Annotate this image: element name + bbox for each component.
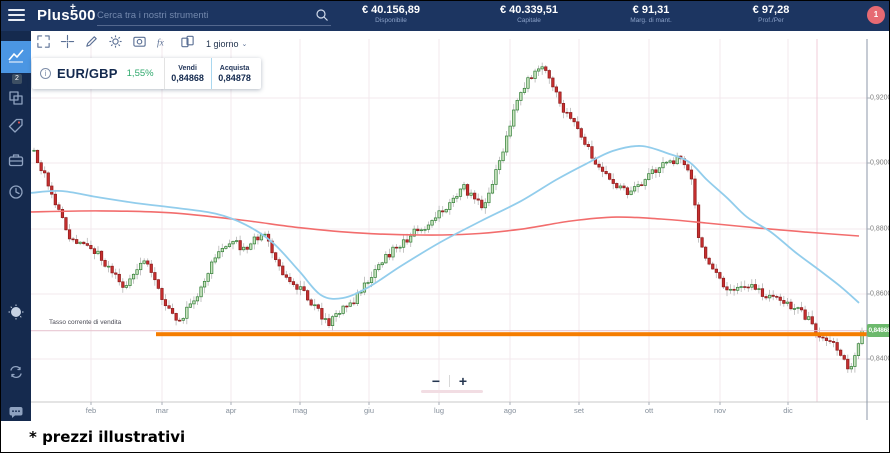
zoom-controls: − + xyxy=(429,374,470,388)
stat-value: € 91,31 xyxy=(632,4,670,16)
sidebar-item-refresh[interactable] xyxy=(1,361,31,387)
sidebar-count-badge: 2 xyxy=(12,74,22,84)
account-stat: € 97,28 Prof./Per xyxy=(753,4,790,25)
x-axis-label: apr xyxy=(225,406,237,415)
instrument-card: i EUR/GBP 1,55% Vendi 0,84868 Acquista 0… xyxy=(32,58,261,89)
plus500-logo: Plus500 + xyxy=(37,2,96,24)
briefcase-icon xyxy=(7,151,25,174)
zoom-out-button[interactable]: − xyxy=(431,373,441,389)
y-axis-label: 0,84000 xyxy=(870,355,889,363)
divider xyxy=(210,58,212,89)
chevron-down-icon: ⌄ xyxy=(241,41,248,48)
notification-badge[interactable]: 1 xyxy=(867,6,885,24)
x-axis-label: nov xyxy=(713,406,727,415)
dial-icon xyxy=(6,302,26,327)
stat-value: € 97,28 xyxy=(752,4,790,16)
current-sell-rate-note: Tasso corrente di vendita xyxy=(49,319,122,326)
logo-plus-mark: + xyxy=(70,2,77,13)
tag-icon xyxy=(7,117,25,140)
buy-label: Acquista xyxy=(219,64,250,72)
x-axis-label: ago xyxy=(503,406,517,415)
chart-region: fx 1 giorno ⌄ i EUR/GBP 1,55% Vendi 0,848… xyxy=(30,31,889,421)
x-axis-label: feb xyxy=(85,406,97,415)
shapes-icon xyxy=(7,89,25,112)
x-axis-label: set xyxy=(573,406,585,415)
sidebar-item-history[interactable] xyxy=(1,181,31,207)
pencil-button[interactable] xyxy=(83,36,100,53)
divider xyxy=(449,375,450,387)
crosshair-icon xyxy=(60,34,75,54)
timeframe-dropdown[interactable]: 1 giorno ⌄ xyxy=(206,39,247,49)
account-stat: € 91,31 Marg. di mant. xyxy=(630,4,672,25)
compare-button[interactable] xyxy=(179,34,196,54)
account-stat: € 40.156,89 Disponibile xyxy=(362,4,420,25)
y-axis-label: 0,86000 xyxy=(870,290,889,298)
sell-label: Vendi xyxy=(178,64,197,72)
stat-label: Marg. di mant. xyxy=(630,17,672,24)
current-price-badge: 0,84868 xyxy=(867,324,889,338)
instrument-change-pct: 1,55% xyxy=(126,68,154,79)
price-chart[interactable] xyxy=(30,31,889,426)
y-axis-label: 0,92000 xyxy=(870,94,889,102)
info-icon[interactable]: i xyxy=(40,68,51,79)
search-icon[interactable] xyxy=(315,8,329,22)
footer-strip: * prezzi illustrativi xyxy=(1,421,889,452)
stat-value: € 40.156,89 xyxy=(361,4,421,16)
compare-icon xyxy=(180,34,195,54)
expand-button[interactable] xyxy=(35,34,52,54)
stat-value: € 40.339,51 xyxy=(499,4,559,16)
sidebar-item-portfolio[interactable] xyxy=(1,149,31,175)
x-axis-label: ott xyxy=(644,406,654,415)
clock-icon xyxy=(7,183,25,206)
crosshair-button[interactable] xyxy=(59,34,76,54)
menu-hamburger-icon[interactable] xyxy=(8,9,25,23)
illustrative-prices-note: * prezzi illustrativi xyxy=(29,428,186,446)
stat-label: Prof./Per xyxy=(758,17,784,24)
sell-button[interactable]: Vendi 0,84868 xyxy=(165,58,211,89)
gear-icon xyxy=(108,34,123,54)
pencil-icon xyxy=(84,34,99,54)
stat-label: Disponibile xyxy=(375,17,407,24)
sidebar-item-charts[interactable] xyxy=(1,41,31,73)
fx-indicators-icon: fx xyxy=(156,34,172,54)
sell-price: 0,84868 xyxy=(171,72,204,83)
divider xyxy=(163,58,165,89)
svg-text:fx: fx xyxy=(156,37,164,48)
sidebar-item-support-chat[interactable] xyxy=(1,401,31,427)
snapshot-icon xyxy=(132,34,147,54)
chart-toolbar: fx 1 giorno ⌄ xyxy=(35,34,247,54)
zoom-in-button[interactable]: + xyxy=(458,373,468,389)
sidebar-item-instruments[interactable] xyxy=(1,87,31,113)
left-sidebar: 2 xyxy=(1,31,31,421)
buy-price: 0,84878 xyxy=(218,72,251,83)
x-axis-label: lug xyxy=(433,406,445,415)
x-axis-label: mag xyxy=(292,406,308,415)
expand-icon xyxy=(36,34,51,54)
x-axis-label: giu xyxy=(363,406,375,415)
y-axis-label: 0,88000 xyxy=(870,225,889,232)
chat-icon xyxy=(7,403,25,426)
search-input[interactable] xyxy=(97,5,302,26)
instrument-name: EUR/GBP xyxy=(57,66,118,81)
snapshot-button[interactable] xyxy=(131,36,148,53)
refresh-icon xyxy=(7,363,25,386)
y-axis-label: 0,90000 xyxy=(870,159,889,167)
fx-indicators-button[interactable]: fx xyxy=(155,36,172,53)
timeframe-value: 1 giorno xyxy=(206,39,239,49)
sidebar-item-settings[interactable] xyxy=(1,301,31,327)
line-chart-icon xyxy=(7,46,25,69)
account-stat: € 40.339,51 Capitale xyxy=(500,4,558,25)
buy-button[interactable]: Acquista 0,84878 xyxy=(212,58,258,89)
sidebar-item-tags[interactable] xyxy=(1,115,31,141)
x-axis-label: mar xyxy=(155,406,169,415)
gear-button[interactable] xyxy=(107,34,124,54)
instrument-search-bar xyxy=(97,5,331,26)
x-axis-label: dic xyxy=(783,406,793,415)
stat-label: Capitale xyxy=(517,17,541,24)
zoom-slider-track[interactable] xyxy=(421,390,483,393)
top-header-bar: Plus500 + € 40.156,89 Disponibile € 40.33… xyxy=(1,1,889,31)
